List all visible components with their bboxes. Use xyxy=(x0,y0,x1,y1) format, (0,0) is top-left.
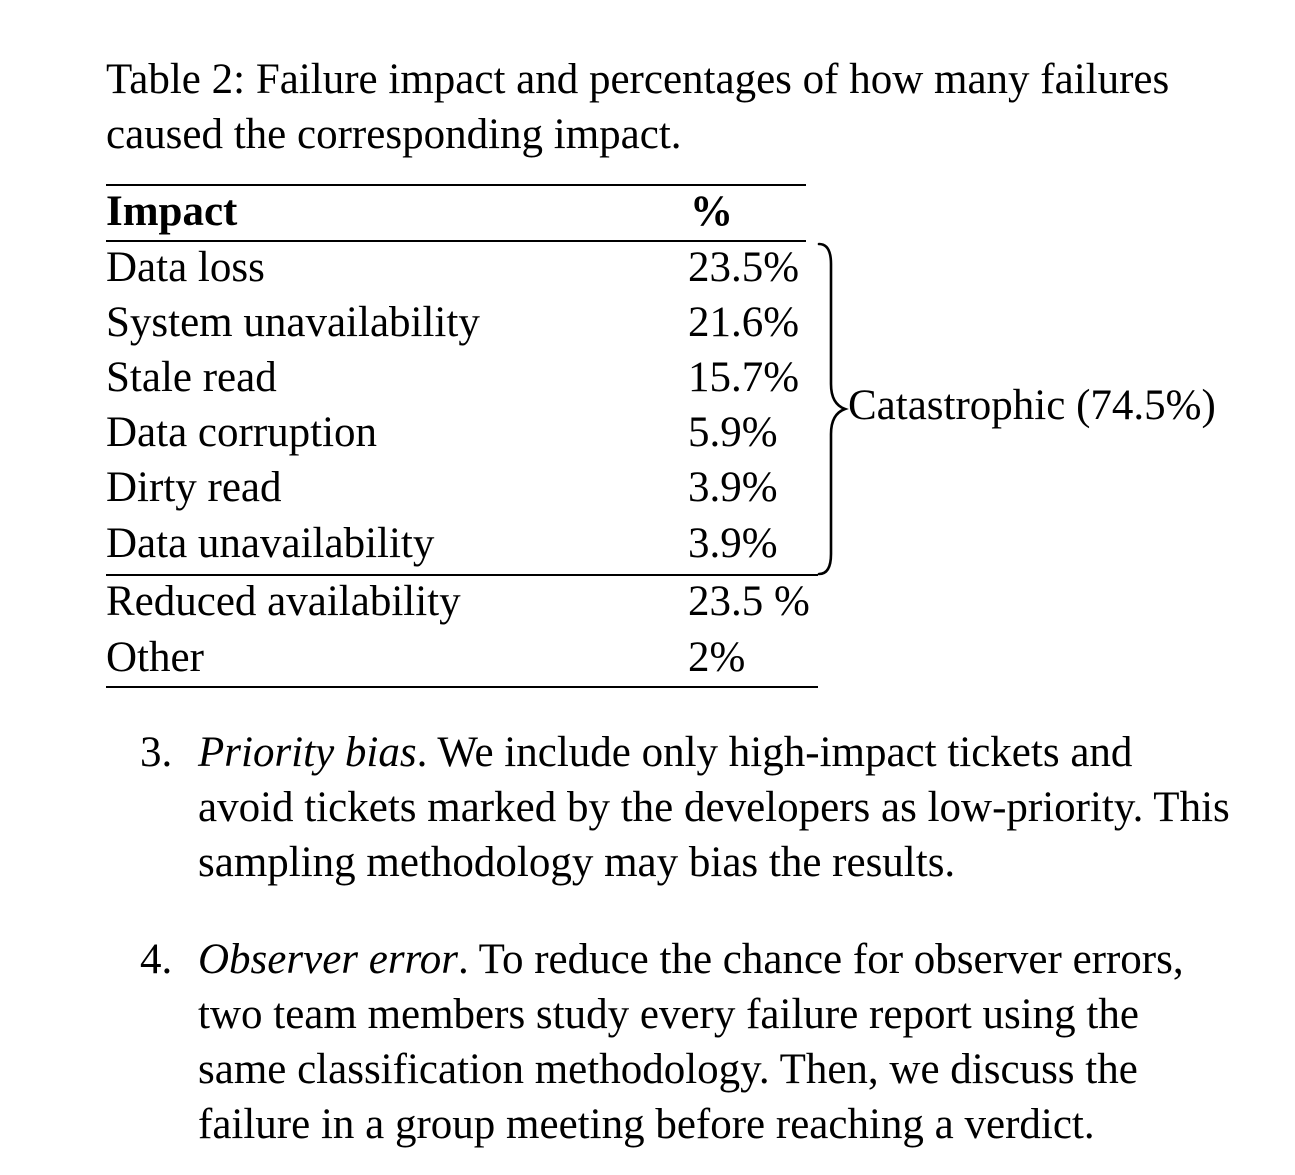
row-impact: Reduced availability xyxy=(106,578,461,625)
row-percent: 23.5 % xyxy=(688,578,810,625)
table-caption: Table 2: Failure impact and percentages … xyxy=(106,56,1170,158)
row-percent: 23.5% xyxy=(688,244,800,291)
row-percent: 21.6% xyxy=(688,299,800,346)
table-header-rule xyxy=(106,240,806,242)
right-brace-icon xyxy=(817,242,849,576)
row-impact: Dirty read xyxy=(106,464,282,511)
list-item-number: 3. xyxy=(140,729,173,776)
header-impact: Impact xyxy=(106,188,238,235)
list-item-text: Observer error. To reduce the chance for… xyxy=(198,932,1238,1152)
row-impact: Stale read xyxy=(106,354,277,401)
impact-table: Impact % Data loss 23.5% System unavaila… xyxy=(106,182,1286,692)
table-group-rule xyxy=(106,574,818,576)
list-item-body: . We include only high-impact tickets an… xyxy=(198,729,1230,886)
row-percent: 2% xyxy=(688,634,746,681)
header-percent: % xyxy=(690,188,733,235)
list-item-title: Priority bias xyxy=(198,729,417,776)
table-top-rule xyxy=(106,184,806,186)
row-percent: 3.9% xyxy=(688,520,778,567)
row-percent: 5.9% xyxy=(688,409,778,456)
list-item-title: Observer error xyxy=(198,936,458,983)
catastrophic-label: Catastrophic (74.5%) xyxy=(848,382,1216,429)
list-item-number: 4. xyxy=(140,936,173,983)
row-impact: Data loss xyxy=(106,244,265,291)
list-item-body: . To reduce the chance for observer erro… xyxy=(198,936,1184,1148)
row-impact: Data unavailability xyxy=(106,520,435,567)
row-impact: Other xyxy=(106,634,204,681)
row-percent: 15.7% xyxy=(688,354,800,401)
list-item-text: Priority bias. We include only high-impa… xyxy=(198,725,1238,890)
row-impact: System unavailability xyxy=(106,299,480,346)
table-bottom-rule xyxy=(106,686,818,688)
row-percent: 3.9% xyxy=(688,464,778,511)
row-impact: Data corruption xyxy=(106,409,378,456)
